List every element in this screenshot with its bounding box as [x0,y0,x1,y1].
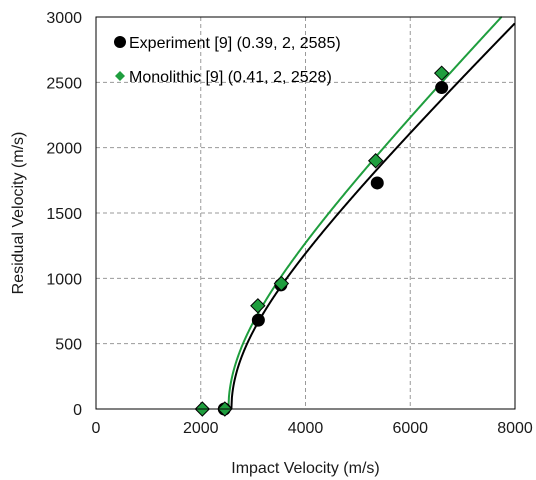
y-tick-label: 2000 [46,141,82,158]
experiment-point [435,81,449,95]
y-tick-label: 3000 [46,10,82,27]
monolithic-point [250,298,266,314]
x-tick-label: 0 [92,420,101,437]
x-tick-label: 8000 [497,420,533,437]
y-tick-label: 0 [73,402,82,419]
gridlines [96,17,515,409]
y-tick-label: 2500 [46,75,82,92]
y-tick-label: 1000 [46,271,82,288]
legend-marker-monolithic [115,71,125,81]
legend-label: Experiment [9] (0.39, 2, 2585) [129,35,341,52]
monolithic-point [433,65,450,81]
plot-frame [95,16,516,410]
experiment-point [370,176,384,190]
tick-labels: 0 2000 4000 6000 8000 0 500 1000 1500 2000 2500 300… [46,10,532,437]
legend: Experiment [9] (0.39, 2, 2585) Monolithic… [114,35,341,86]
y-tick-label: 1500 [46,206,82,223]
x-tick-label: 6000 [392,420,428,437]
x-tick-label: 2000 [183,420,219,437]
x-tick-label: 4000 [288,420,324,437]
monolithic-point [273,275,290,292]
monolithic-point [367,153,384,169]
legend-marker-experiment [114,36,126,48]
y-axis-title: Residual Velocity (m/s) [10,132,27,295]
y-tick-label: 500 [55,337,82,354]
fit-curve-monolithic [227,16,503,410]
x-axis-title: Impact Velocity (m/s) [231,460,379,477]
legend-label: Monolithic [9] (0.41, 2, 2528) [129,69,332,86]
experiment-point [251,313,265,327]
